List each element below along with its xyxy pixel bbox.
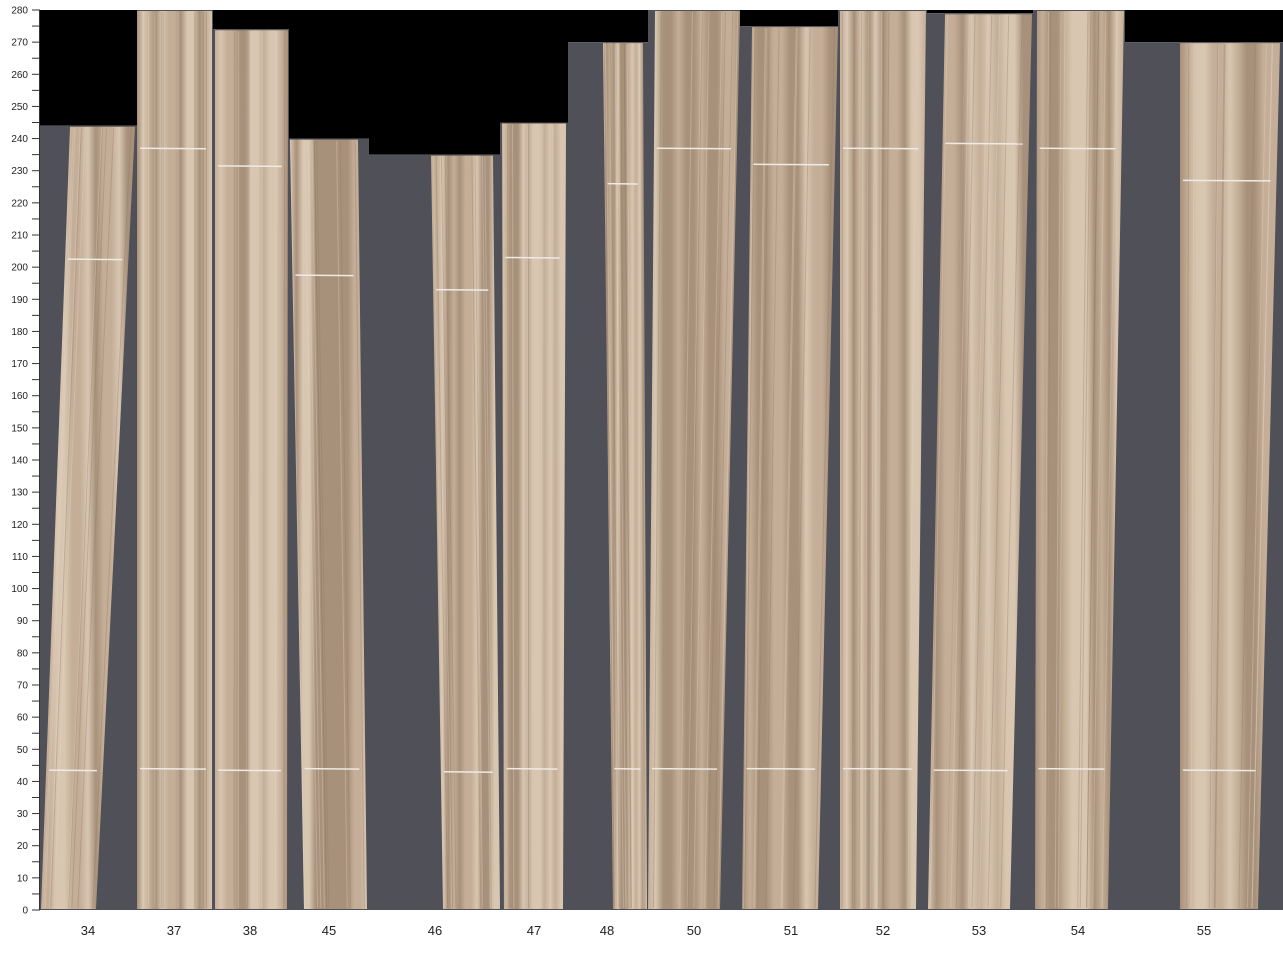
x-tick-label: 51 [784, 923, 798, 938]
upper-marker-line [608, 184, 638, 185]
lower-marker-line [652, 769, 717, 770]
upper-marker-line [140, 148, 206, 149]
upper-marker-line [218, 166, 282, 167]
y-tick-label: 130 [11, 488, 28, 499]
veneer-panel-46 [369, 10, 500, 910]
empty-area [1125, 10, 1283, 42]
x-tick-label: 38 [243, 923, 257, 938]
lower-marker-line [218, 770, 281, 771]
empty-area [740, 10, 838, 26]
veneer-panel-54 [1033, 10, 1125, 910]
y-tick-label: 170 [11, 359, 28, 370]
lower-marker-line [1038, 769, 1104, 770]
y-tick-label: 260 [11, 70, 28, 81]
lower-marker-line [747, 769, 816, 770]
upper-marker-line [657, 148, 731, 149]
lower-marker-line [614, 769, 640, 770]
lower-marker-line [140, 769, 206, 770]
upper-marker-line [946, 143, 1023, 144]
y-tick-label: 220 [11, 198, 28, 209]
x-tick-label: 48 [600, 923, 614, 938]
veneer-panel-45 [289, 10, 369, 910]
upper-marker-line [68, 259, 122, 260]
veneer-panel-37 [137, 10, 213, 910]
lower-marker-line [304, 769, 359, 770]
y-tick-label: 160 [11, 391, 28, 402]
lower-marker-line [934, 770, 1008, 771]
y-tick-label: 70 [17, 681, 29, 692]
y-tick-label: 90 [17, 616, 29, 627]
x-tick-label: 50 [687, 923, 701, 938]
lower-marker-line [49, 770, 97, 771]
y-tick-label: 200 [11, 263, 28, 274]
lower-marker-line [444, 772, 493, 773]
x-tick-label: 47 [527, 923, 541, 938]
x-tick-label: 55 [1197, 923, 1211, 938]
y-tick-label: 110 [12, 552, 28, 563]
y-tick-label: 140 [11, 456, 28, 467]
upper-marker-line [1040, 148, 1116, 149]
x-tick-label: 53 [972, 923, 986, 938]
y-tick-label: 190 [11, 295, 28, 306]
x-tick-label: 46 [428, 923, 442, 938]
empty-area [568, 10, 648, 42]
x-tick-label: 34 [81, 923, 95, 938]
veneer-panel-51 [740, 10, 838, 910]
y-tick-label: 60 [17, 713, 29, 724]
y-tick-label: 40 [17, 777, 29, 788]
y-tick-label: 280 [11, 6, 28, 17]
y-axis: 0 10 20 30 40 50 60 70 80 90 100 110 120 130 140 150 160… [11, 6, 40, 917]
veneer-panel-48 [568, 10, 648, 910]
x-axis-labels: 34 37 38 45 46 47 48 50 51 52 53 54 55 [81, 923, 1211, 938]
upper-marker-line [295, 275, 353, 276]
y-tick-label: 30 [17, 809, 29, 820]
y-tick-label: 250 [11, 102, 28, 113]
x-tick-label: 45 [322, 923, 336, 938]
upper-marker-line [436, 290, 488, 291]
empty-area [289, 10, 369, 139]
veneer-panel-38 [213, 10, 289, 910]
veneer-panel-47 [500, 10, 568, 910]
y-tick-label: 0 [22, 906, 28, 917]
empty-area [500, 10, 568, 123]
y-tick-label: 120 [11, 520, 28, 531]
y-tick-label: 240 [11, 134, 28, 145]
veneer-panel-34 [40, 10, 137, 910]
lower-marker-line [843, 769, 912, 770]
y-tick-label: 100 [11, 584, 28, 595]
x-tick-label: 37 [167, 923, 181, 938]
y-tick-label: 50 [17, 745, 29, 756]
y-tick-label: 180 [11, 327, 28, 338]
y-tick-label: 10 [17, 873, 29, 884]
x-tick-label: 52 [876, 923, 890, 938]
y-tick-label: 210 [11, 231, 28, 242]
empty-area [927, 10, 1033, 13]
upper-marker-line [753, 164, 828, 165]
upper-marker-line [843, 148, 918, 149]
lower-marker-line [1183, 770, 1256, 771]
veneer-panel-52 [838, 10, 927, 910]
wood-grain [262, 31, 263, 908]
lower-marker-line [507, 769, 558, 770]
y-tick-label: 20 [17, 841, 29, 852]
x-tick-label: 54 [1071, 923, 1085, 938]
veneer-panel-55 [1125, 10, 1283, 910]
panels [40, 10, 1283, 910]
veneer-panel-53 [927, 10, 1033, 910]
y-tick-label: 270 [11, 38, 28, 49]
y-tick-label: 150 [11, 423, 28, 434]
empty-area [40, 10, 137, 126]
upper-marker-line [505, 258, 559, 259]
y-tick-label: 80 [17, 648, 29, 659]
y-tick-label: 230 [11, 166, 28, 177]
veneer-panel-50 [648, 10, 740, 910]
empty-area [369, 10, 500, 155]
empty-area [213, 10, 289, 29]
upper-marker-line [1183, 180, 1270, 181]
